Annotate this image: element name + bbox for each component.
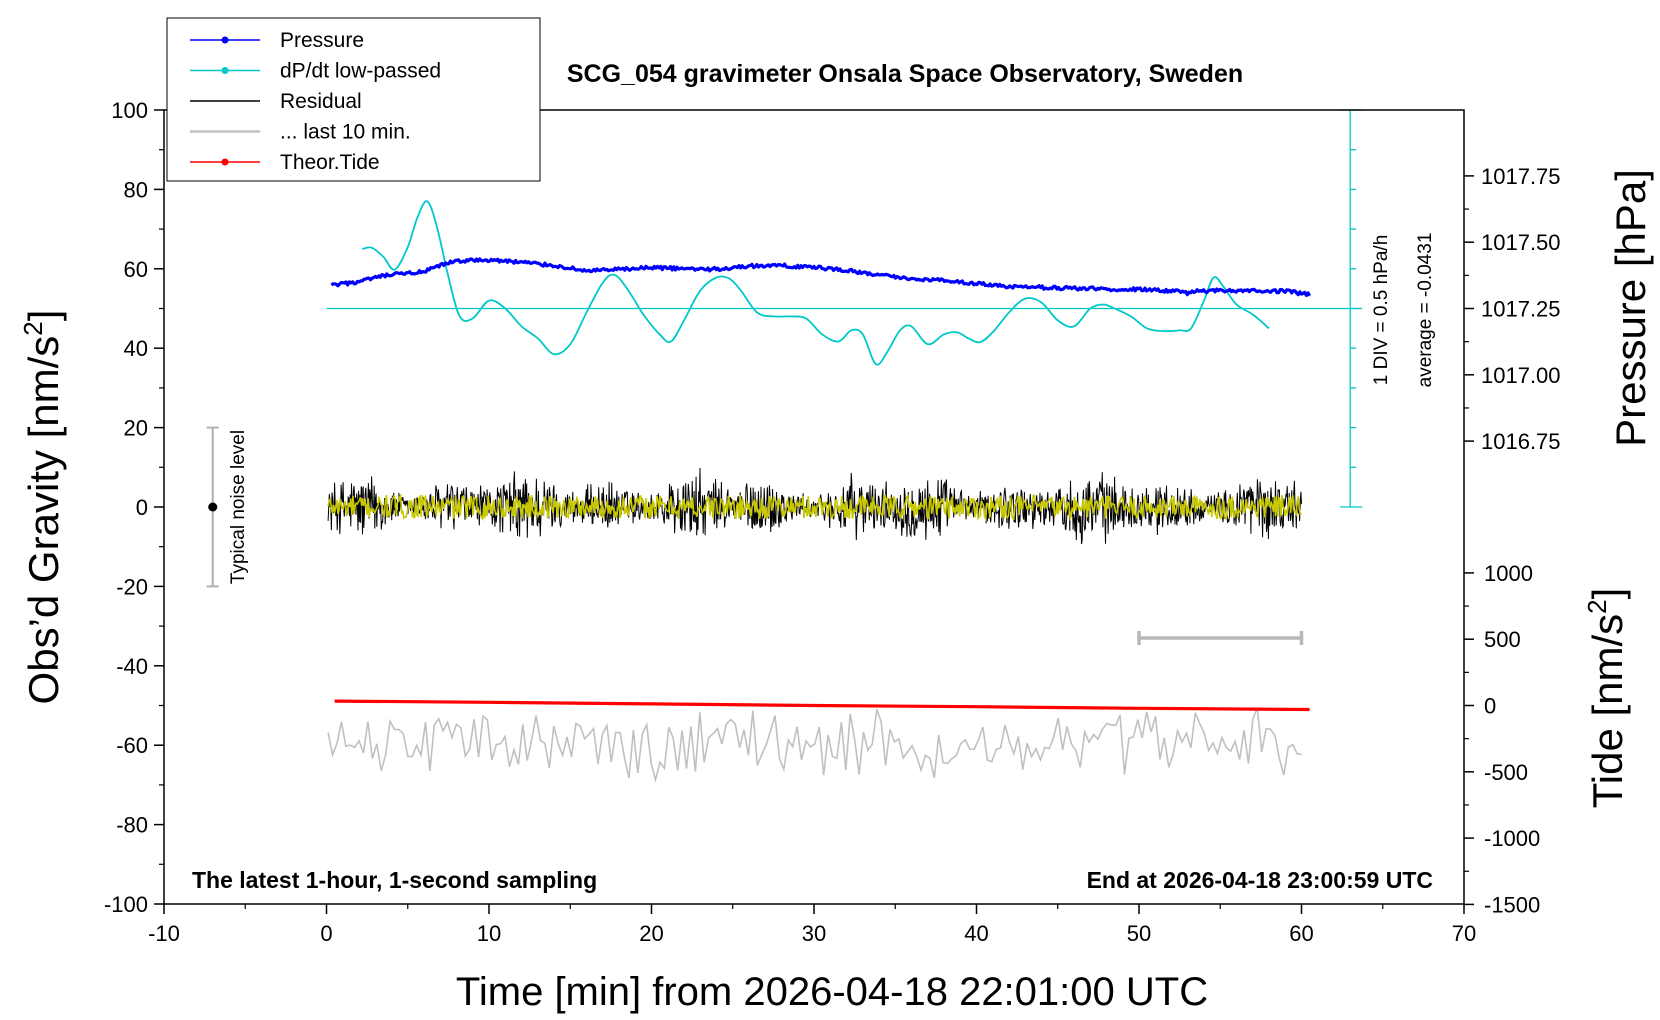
noise-level-label: Typical noise level (228, 430, 249, 584)
y-tick-label-left: -100 (104, 892, 148, 917)
tide-tick-label: 500 (1484, 627, 1521, 652)
legend-item: Residual (190, 90, 362, 113)
tide-tick-label: -1500 (1484, 892, 1540, 917)
series-tide-line (334, 699, 1310, 712)
pressure-tick-label: 1016.75 (1481, 429, 1561, 454)
y-tick-label-left: -60 (116, 733, 148, 758)
x-tick-label: 70 (1452, 921, 1476, 946)
y-tick-label-left: -20 (116, 574, 148, 599)
plot-content (206, 109, 1363, 783)
x-tick-label: 20 (639, 921, 663, 946)
chart-title: SCG_054 gravimeter Onsala Space Observat… (567, 60, 1243, 88)
y-axis-label-left-text: Obs’d Gravity [nm/s (20, 336, 67, 705)
x-tick-label: 30 (802, 921, 826, 946)
legend-item: Theor.Tide (190, 151, 380, 174)
note-latest-hour: The latest 1-hour, 1-second sampling (192, 867, 597, 893)
legend-items: Pressure dP/dt low-passed Residual ... last… (190, 29, 441, 174)
legend-label: dP/dt low-passed (280, 60, 441, 83)
y-axis-label-tide-sup: 2 (1582, 599, 1612, 613)
note-end-time: End at 2026-04-18 23:00:59 UTC (1087, 867, 1433, 893)
legend: Pressure dP/dt low-passed Residual ... last… (166, 17, 541, 182)
legend-swatch-marker (221, 158, 229, 166)
x-tick-label: 10 (477, 921, 501, 946)
tide-tick-label: 0 (1484, 694, 1496, 719)
y-axis-label-left-end: ] (20, 310, 67, 322)
y-tick-label-left: 20 (124, 416, 148, 441)
legend-item: ... last 10 min. (190, 121, 411, 144)
series-residual-lowpass-line (327, 493, 1303, 522)
pressure-tick-label: 1017.75 (1481, 164, 1561, 189)
tide-tick-label: 1000 (1484, 561, 1533, 586)
series-pressure-line (330, 257, 1312, 297)
legend-label: ... last 10 min. (280, 121, 411, 144)
tide-tick-label: -1000 (1484, 826, 1540, 851)
legend-swatch-marker (221, 36, 229, 44)
x-tick-label: 0 (320, 921, 332, 946)
pressure-tick-label: 1017.25 (1481, 297, 1561, 322)
y-axis-label-tide-end: ] (1584, 588, 1631, 600)
noise-level-center-dot (208, 502, 218, 512)
tide-tick-label: -500 (1484, 760, 1528, 785)
y-axis-label-tide-text: Tide [nm/s (1584, 614, 1631, 809)
y-axis-label-left-sup: 2 (18, 321, 48, 335)
series-last10-line (327, 707, 1302, 783)
legend-label: Theor.Tide (280, 151, 380, 174)
dpdt-average-label: average = -0.0431 (1415, 233, 1436, 388)
series-residual-line (327, 467, 1302, 545)
x-tick-label: 50 (1127, 921, 1151, 946)
dpdt-scale-label: 1 DIV = 0.5 hPa/h (1371, 235, 1392, 386)
y-tick-label-left: 100 (111, 98, 148, 123)
y-axis-label-tide: Tide [nm/s2] (1582, 588, 1631, 809)
legend-item: dP/dt low-passed (190, 60, 441, 83)
y-axis-label-left: Obs’d Gravity [nm/s2] (18, 310, 67, 705)
legend-label: Pressure (280, 29, 364, 52)
legend-swatch-marker (221, 67, 229, 74)
x-tick-label: 40 (964, 921, 988, 946)
legend-item: Pressure (190, 29, 364, 52)
pressure-tick-label: 1017.50 (1481, 230, 1561, 255)
y-tick-label-left: 80 (124, 177, 148, 202)
y-tick-label-left: 0 (136, 495, 148, 520)
x-tick-label: -10 (148, 921, 180, 946)
legend-box (166, 17, 541, 182)
y-tick-label-left: 40 (124, 336, 148, 361)
x-axis-label: Time [min] from 2026-04-18 22:01:00 UTC (456, 970, 1208, 1014)
legend-label: Residual (280, 90, 362, 113)
pressure-tick-label: 1017.00 (1481, 363, 1561, 388)
y-tick-label-left: 60 (124, 257, 148, 282)
y-tick-label-left: -40 (116, 654, 148, 679)
series-dpdt-line (362, 200, 1270, 366)
y-axis-label-pressure: Pressure [hPa] (1607, 169, 1654, 447)
x-tick-label: 60 (1289, 921, 1313, 946)
y-tick-label-left: -80 (116, 813, 148, 838)
